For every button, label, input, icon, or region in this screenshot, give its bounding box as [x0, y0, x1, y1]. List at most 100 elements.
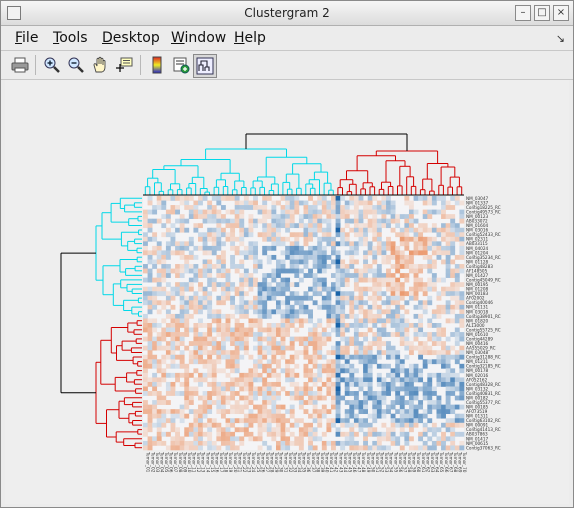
- heatmap-cell: [198, 273, 203, 278]
- heatmap-cell: [248, 254, 254, 260]
- menu-desktop[interactable]: Desktop: [102, 30, 160, 46]
- data-cursor-icon[interactable]: [113, 54, 135, 76]
- heatmap-cell: [289, 214, 295, 219]
- heatmap-cell: [198, 309, 203, 315]
- heatmap-cell: [372, 440, 378, 446]
- maximize-button[interactable]: □: [534, 5, 550, 21]
- heatmap-cell: [431, 431, 437, 437]
- heatmap-cell: [376, 245, 382, 251]
- heatmap-cell: [257, 318, 263, 324]
- zoom-in-icon[interactable]: [41, 54, 63, 76]
- heatmap-cell: [161, 196, 167, 201]
- heatmap-cell: [308, 336, 313, 342]
- heatmap-cell: [298, 295, 304, 301]
- menu-help[interactable]: Help: [234, 30, 266, 46]
- window-menu-icon[interactable]: [7, 6, 21, 20]
- heatmap-cell: [427, 386, 433, 392]
- heatmap-cell: [266, 359, 272, 365]
- column-label: Tumor_18: [224, 451, 229, 473]
- heatmap-cell: [312, 300, 318, 306]
- pan-hand-icon[interactable]: [89, 54, 111, 76]
- heatmap-cell: [143, 336, 148, 342]
- heatmap-cell: [294, 436, 300, 442]
- heatmap-cell: [395, 440, 401, 446]
- column-label: Tumor_33: [292, 451, 297, 473]
- heatmap-cell: [184, 264, 190, 269]
- heatmap-cell: [459, 323, 465, 328]
- column-label: Tumor_38: [315, 451, 320, 473]
- heatmap-cell: [381, 445, 387, 451]
- heatmap-cell: [262, 409, 268, 415]
- heatmap-cell: [198, 422, 203, 428]
- heatmap-cell: [353, 413, 359, 419]
- heatmap-cell: [198, 345, 203, 351]
- heatmap-cell: [445, 363, 451, 369]
- heatmap-cell: [408, 323, 414, 328]
- column-label: Tumor_64: [435, 451, 440, 473]
- menu-window[interactable]: Window: [171, 30, 227, 46]
- heatmap-cell: [184, 295, 190, 301]
- heatmap-cell: [175, 241, 180, 247]
- heatmap-cell: [335, 359, 341, 365]
- heatmap-cell: [225, 440, 231, 446]
- heatmap-cell: [445, 245, 451, 251]
- heatmap-cell: [294, 418, 300, 424]
- heatmap-cell: [234, 368, 240, 374]
- heatmap-cell: [243, 309, 249, 315]
- heatmap-cell: [358, 300, 364, 306]
- heatmap-cell: [459, 236, 465, 242]
- heatmap-cell: [275, 431, 281, 437]
- heatmap-cell: [422, 345, 428, 351]
- row-label: Contig63102_RC: [466, 418, 501, 423]
- heatmap-cell: [422, 291, 428, 297]
- print-icon[interactable]: [9, 54, 31, 76]
- figure-canvas[interactable]: NM_03047 NM_01337 Contig18225_RC Contig4957…: [5, 80, 569, 504]
- heatmap-cell: [184, 282, 190, 288]
- heatmap-cell: [289, 232, 295, 238]
- heatmap-cell: [175, 318, 180, 324]
- heatmap-cell: [216, 359, 222, 365]
- heatmap-cell: [198, 300, 203, 306]
- heatmap-cell: [395, 318, 401, 324]
- zoom-out-icon[interactable]: [65, 54, 87, 76]
- dock-arrow-icon[interactable]: ↘: [555, 32, 565, 45]
- heatmap-cell: [220, 431, 226, 437]
- heatmap-cell: [230, 395, 236, 401]
- heatmap-cell: [372, 254, 378, 260]
- heatmap-cell: [303, 381, 309, 387]
- heatmap-cell: [454, 336, 460, 342]
- heatmap-cell: [436, 372, 442, 378]
- heatmap-cell: [353, 391, 359, 396]
- heatmap-cell: [376, 295, 382, 301]
- insert-legend-icon[interactable]: [170, 54, 192, 76]
- heatmap-cell: [216, 445, 222, 451]
- menu-file[interactable]: File: [15, 30, 39, 46]
- heatmap-cell: [289, 209, 295, 215]
- heatmap-cell: [408, 427, 414, 433]
- dendrogram-toggle-icon[interactable]: [193, 54, 217, 78]
- heatmap-cell: [198, 236, 203, 242]
- minimize-button[interactable]: –: [515, 5, 531, 21]
- heatmap-cell: [363, 363, 368, 369]
- heatmap-cell: [152, 264, 158, 269]
- heatmap-cell: [193, 209, 199, 215]
- heatmap-cell: [253, 404, 258, 410]
- heatmap-cell: [436, 277, 442, 283]
- heatmap-cell: [211, 372, 217, 378]
- heatmap-cell: [404, 332, 410, 337]
- column-label: Tumor_20: [233, 451, 238, 473]
- heatmap-cell: [239, 259, 245, 265]
- heatmap-cell: [445, 250, 451, 256]
- heatmap-cell: [349, 313, 355, 319]
- menu-tools[interactable]: Tools: [53, 30, 88, 46]
- close-button[interactable]: ×: [553, 5, 569, 21]
- heatmap-cell: [335, 254, 341, 260]
- heatmap-cell: [207, 245, 213, 251]
- heatmap-cell: [184, 200, 190, 206]
- heatmap-cell: [170, 427, 176, 433]
- colorbar-icon[interactable]: [146, 54, 168, 76]
- clustergram-plot[interactable]: NM_03047NM_01337Contig18225_RCContig4957…: [5, 80, 569, 504]
- heatmap-cell: [234, 218, 240, 224]
- title-bar[interactable]: Clustergram 2 – □ ×: [1, 1, 573, 26]
- heatmap-cell: [326, 418, 332, 424]
